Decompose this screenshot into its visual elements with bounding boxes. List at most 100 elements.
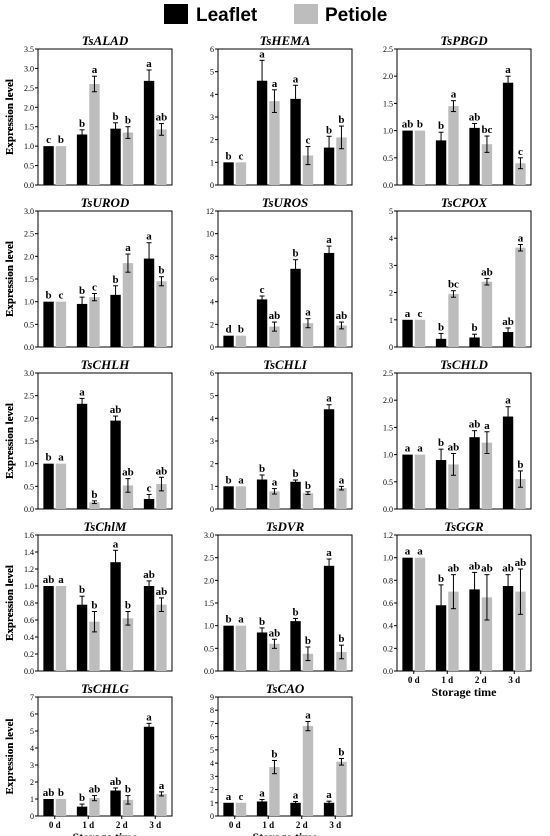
y-tick-label: 0.0 xyxy=(383,181,393,190)
bar-petiole xyxy=(414,557,426,671)
y-tick-label: 6 xyxy=(210,45,214,54)
significance-label: b xyxy=(112,274,118,286)
x-tick-label: 0 d xyxy=(229,820,241,830)
x-axis-label: Storage time xyxy=(253,830,319,836)
bar-leaflet xyxy=(323,802,335,816)
y-tick-label: 2.0 xyxy=(24,252,34,261)
y-axis-label: Expression level xyxy=(4,241,16,317)
y-tick-label: 1.5 xyxy=(383,99,393,108)
significance-label: a xyxy=(259,48,265,60)
y-tick-label: 0.0 xyxy=(24,343,34,352)
significance-label: a xyxy=(326,547,332,559)
legend-swatch-leaflet xyxy=(164,4,188,24)
bar-leaflet xyxy=(256,801,268,816)
y-tick-label: 1 xyxy=(210,799,214,808)
y-tick-label: 1.2 xyxy=(383,531,393,540)
bar-leaflet xyxy=(323,409,335,509)
bar-leaflet xyxy=(110,294,121,347)
y-tick-label: 12 xyxy=(206,207,214,216)
bar-leaflet xyxy=(502,586,514,671)
significance-label: a xyxy=(484,420,490,432)
bar-petiole xyxy=(55,146,67,185)
y-axis-label: Expression level xyxy=(4,719,16,795)
y-tick-label: 3.5 xyxy=(24,45,34,54)
significance-label: d xyxy=(225,324,231,336)
y-tick-label: 10 xyxy=(206,230,214,239)
significance-label: a xyxy=(92,64,98,76)
bar-petiole xyxy=(302,726,314,816)
y-tick-label: 1.5 xyxy=(24,123,34,132)
significance-label: a xyxy=(146,58,152,70)
significance-label: b xyxy=(517,459,523,471)
significance-label: ab xyxy=(469,112,481,124)
significance-label: c xyxy=(58,290,63,302)
y-tick-label: 2.0 xyxy=(24,414,34,423)
bar-leaflet xyxy=(76,806,88,816)
bar-leaflet xyxy=(502,416,514,509)
significance-label: b xyxy=(225,474,231,486)
significance-label: a xyxy=(505,395,511,407)
x-tick-label: 3 d xyxy=(149,820,161,830)
y-tick-label: 0.5 xyxy=(24,162,34,171)
bar-petiole xyxy=(156,793,167,816)
y-tick-label: 0.0 xyxy=(383,667,393,676)
bar-petiole xyxy=(269,643,280,671)
x-axis-label: Storage time xyxy=(432,685,498,699)
bar-petiole xyxy=(448,293,459,347)
significance-label: b xyxy=(125,600,131,612)
bar-leaflet xyxy=(323,147,335,185)
bar-petiole xyxy=(55,799,67,816)
chart-panels: TsALAD 0.0 0.5 1.0 1.5 2.0 2.5 3.0 3.5 Expression… xyxy=(4,33,532,836)
bar-leaflet xyxy=(223,802,234,816)
bar-petiole xyxy=(89,83,100,185)
bar-leaflet xyxy=(110,128,121,185)
y-tick-label: 1.6 xyxy=(24,531,34,540)
significance-label: a xyxy=(79,386,85,398)
bar-petiole xyxy=(481,144,493,185)
panel-title: TsCHLD xyxy=(440,357,489,372)
y-tick-label: 0.2 xyxy=(383,644,393,653)
legend: Leaflet Petiole xyxy=(164,4,387,26)
y-tick-label: 3.0 xyxy=(24,207,34,216)
y-tick-label: 0.0 xyxy=(24,667,34,676)
significance-label: a xyxy=(417,546,423,558)
bar-petiole xyxy=(302,653,314,671)
y-axis-label: Expression level xyxy=(4,565,16,641)
significance-label: a xyxy=(226,791,232,803)
significance-label: b xyxy=(338,114,344,126)
x-tick-label: 0 d xyxy=(49,820,61,830)
bar-petiole xyxy=(302,155,314,185)
significance-label: bc xyxy=(481,124,492,136)
legend-label-leaflet: Leaflet xyxy=(196,5,258,26)
y-tick-label: 2.0 xyxy=(383,396,393,405)
significance-label: a xyxy=(405,308,411,320)
y-tick-label: 2 xyxy=(210,460,214,469)
plot-frame xyxy=(396,48,532,186)
significance-label: c xyxy=(147,482,152,494)
significance-label: ab xyxy=(143,569,155,581)
significance-label: a xyxy=(305,307,311,319)
significance-label: b xyxy=(471,322,477,334)
significance-label: b xyxy=(326,124,332,136)
bar-petiole xyxy=(89,621,100,671)
plot-frame xyxy=(396,210,532,348)
bar-leaflet xyxy=(76,403,88,509)
y-tick-label: 2.5 xyxy=(383,369,393,378)
significance-label: b xyxy=(338,746,344,758)
bar-petiole xyxy=(89,502,100,509)
bar-petiole xyxy=(156,281,167,347)
bar-petiole xyxy=(515,163,526,185)
bar-petiole xyxy=(156,604,167,671)
bar-leaflet xyxy=(402,319,413,347)
significance-label: b xyxy=(438,321,444,333)
panel-title: TsPBGD xyxy=(440,33,488,48)
bar-petiole xyxy=(269,101,280,185)
y-tick-label: 1 xyxy=(389,316,393,325)
y-tick-label: 5 xyxy=(210,68,214,77)
y-tick-label: 1 xyxy=(210,482,214,491)
y-tick-label: 0.4 xyxy=(383,622,393,631)
significance-label: ab xyxy=(156,112,168,124)
bar-petiole xyxy=(414,130,426,185)
